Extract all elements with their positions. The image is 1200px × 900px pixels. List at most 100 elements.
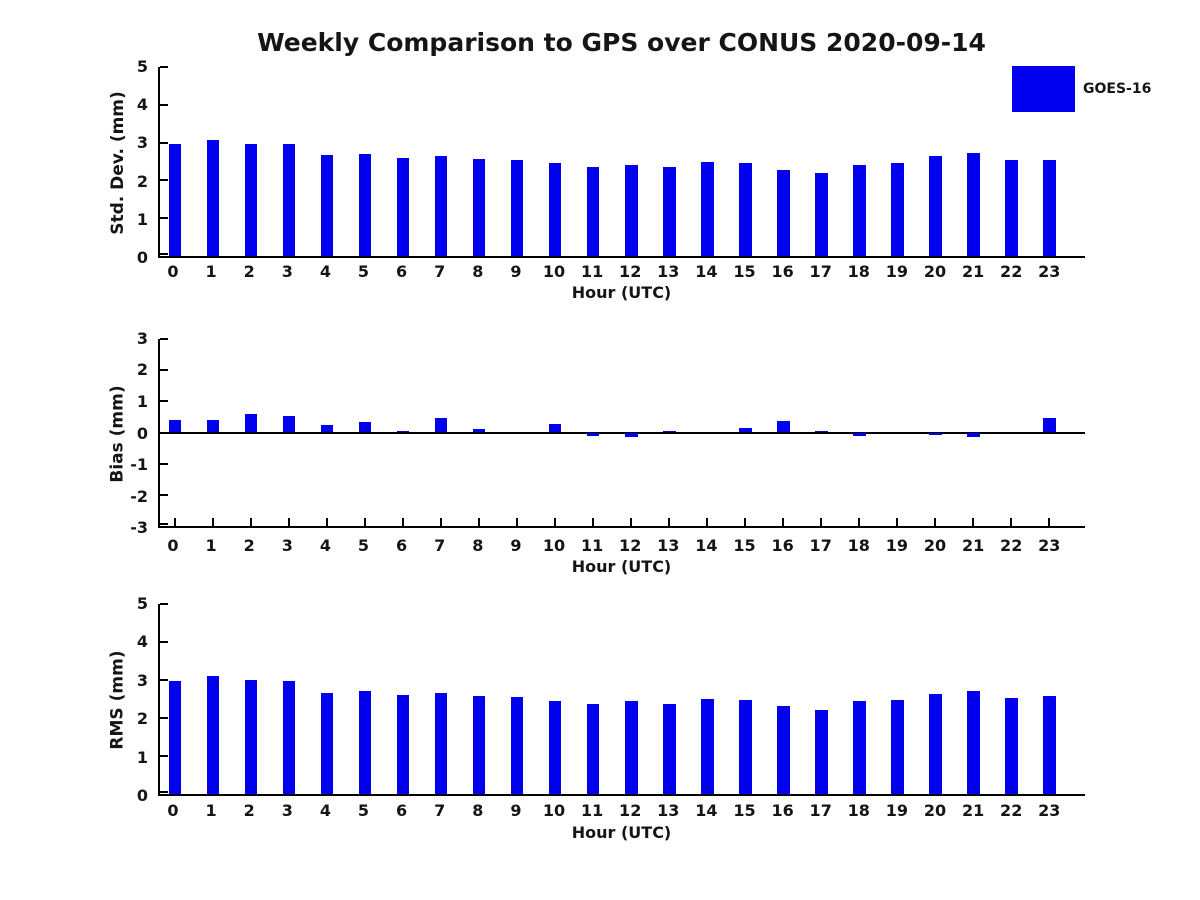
x-tick-label: 3 — [281, 262, 293, 281]
x-tick-label: 17 — [809, 262, 832, 281]
x-tick — [1010, 518, 1013, 526]
y-tick — [160, 253, 168, 256]
bar-hour-16 — [776, 421, 790, 433]
bar-hour-7 — [434, 418, 448, 433]
bar-hour-2 — [244, 413, 258, 433]
bar-hour-4 — [320, 425, 334, 433]
y-tick-label: -2 — [130, 486, 148, 506]
x-tick-label: 10 — [542, 801, 566, 820]
x-tick-labels: 0 1 2 3 4 5 6 7 8 9 10 11 12 13 14 15 16 17 18 19 20 21 22 23 — [158, 262, 1085, 282]
bar-hour-17 — [814, 710, 828, 794]
x-tick-label: 14 — [695, 262, 718, 281]
bar-hour-1 — [206, 139, 220, 256]
y-axis: 3 2 1 0 -1 -2 -3 — [0, 329, 148, 537]
y-tick-label: 0 — [136, 786, 148, 805]
x-tick-label: 22 — [1000, 801, 1023, 820]
x-tick-label: 20 — [923, 262, 947, 281]
zero-line — [160, 431, 1085, 434]
plot-area — [158, 603, 1085, 796]
bar-hour-10 — [548, 163, 562, 256]
x-tick-label: 15 — [733, 536, 756, 555]
x-tick-label: 13 — [657, 262, 680, 281]
x-tick-labels: 0 1 2 3 4 5 6 7 8 9 10 11 12 13 14 15 16 17 18 19 20 21 22 23 — [158, 536, 1085, 556]
x-tick-label: 8 — [472, 801, 484, 820]
x-tick-label: 5 — [357, 536, 370, 555]
x-tick-label: 11 — [580, 262, 604, 281]
x-tick-label: 13 — [657, 536, 680, 555]
x-tick-label: 12 — [619, 262, 642, 281]
x-tick-label: 11 — [580, 801, 604, 820]
bar-hour-21 — [966, 153, 980, 256]
x-tick — [820, 518, 823, 526]
x-tick — [972, 518, 975, 526]
x-tick-label: 16 — [771, 801, 794, 820]
x-tick-label: 21 — [961, 536, 985, 555]
bar-hour-10 — [548, 700, 562, 794]
x-tick-label: 18 — [847, 262, 870, 281]
x-axis-label: Hour (UTC) — [571, 557, 672, 576]
x-tick-label: 7 — [434, 536, 446, 555]
y-tick-label: 4 — [136, 95, 148, 115]
y-tick-label: 3 — [136, 133, 148, 153]
bar-hour-18 — [852, 700, 866, 794]
x-tick-label: 5 — [357, 262, 370, 281]
bar-hour-1 — [206, 420, 220, 433]
plot-area — [158, 66, 1085, 258]
y-tick — [160, 603, 168, 605]
x-tick — [744, 518, 747, 526]
bar-hour-8 — [472, 429, 486, 433]
x-tick-label: 22 — [1000, 536, 1023, 555]
x-tick-label: 23 — [1038, 536, 1061, 555]
y-tick-label: 2 — [136, 360, 148, 380]
x-tick-label: 7 — [434, 801, 446, 820]
y-tick-label: 1 — [136, 391, 148, 411]
x-tick-label: 18 — [847, 536, 870, 555]
x-tick-label: 21 — [961, 801, 985, 820]
bar-hour-19 — [890, 162, 904, 256]
bar-hour-0 — [168, 680, 182, 794]
bar-hour-13 — [662, 703, 676, 794]
bar-hour-9 — [510, 697, 524, 794]
plot-area — [158, 338, 1085, 528]
y-axis: 0 1 2 3 4 5 — [0, 57, 148, 267]
bar-hour-16 — [776, 169, 790, 256]
bar-hour-0 — [168, 144, 182, 256]
x-tick — [630, 518, 633, 526]
y-tick — [160, 462, 168, 465]
y-tick-label: 4 — [136, 632, 148, 652]
bar-hour-15 — [738, 699, 752, 794]
y-tick — [160, 369, 168, 372]
x-tick-label: 16 — [771, 536, 794, 555]
x-tick-label: 9 — [510, 536, 522, 555]
x-tick — [934, 518, 937, 526]
x-tick-label: 14 — [695, 536, 718, 555]
bar-hour-3 — [282, 680, 296, 794]
bar-hour-13 — [662, 430, 676, 433]
x-tick-label: 5 — [357, 801, 370, 820]
x-tick — [1048, 518, 1051, 526]
x-tick — [554, 518, 557, 526]
bar-hour-7 — [434, 692, 448, 794]
bar-hour-11 — [586, 432, 600, 436]
bar-hour-8 — [472, 695, 486, 794]
x-tick-label: 15 — [733, 801, 756, 820]
x-tick-label: 12 — [619, 536, 642, 555]
bar-hour-20 — [928, 432, 942, 435]
bar-hour-5 — [358, 422, 372, 433]
bar-hour-15 — [738, 163, 752, 256]
y-tick — [160, 103, 168, 106]
x-tick — [516, 518, 519, 526]
y-tick — [160, 791, 168, 794]
x-axis-label: Hour (UTC) — [571, 823, 672, 842]
x-tick-label: 19 — [885, 536, 909, 555]
bar-hour-18 — [852, 164, 866, 256]
x-tick — [858, 518, 861, 526]
y-tick-label: 5 — [136, 594, 148, 613]
x-tick-label: 0 — [167, 801, 179, 820]
x-axis-label: Hour (UTC) — [571, 283, 672, 302]
x-tick-label: 21 — [961, 262, 985, 281]
y-tick-label: 2 — [136, 709, 148, 729]
y-tick-label: 2 — [136, 171, 148, 191]
bar-hour-21 — [966, 432, 980, 438]
bar-hour-23 — [1043, 418, 1056, 433]
